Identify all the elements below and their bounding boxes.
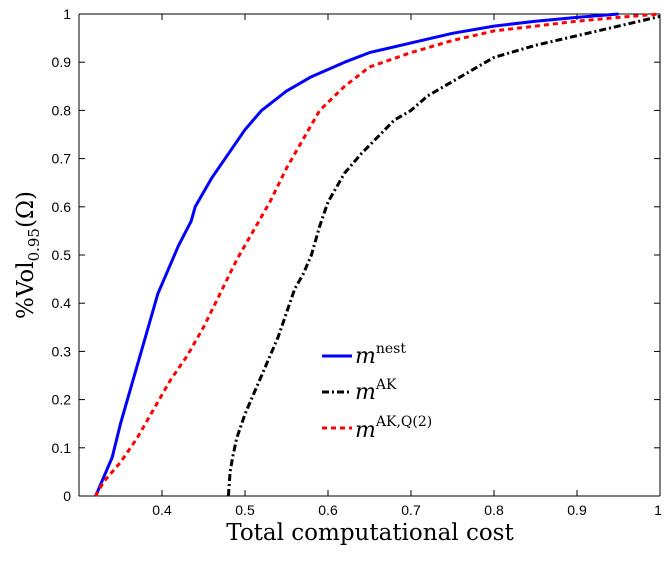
legend-label-nest-sup: nest bbox=[376, 341, 406, 357]
series-layer bbox=[94, 12, 661, 497]
series-line-2 bbox=[226, 14, 661, 497]
x-tick-label: 0.8 bbox=[484, 502, 504, 518]
legend-label-ak-base: m bbox=[355, 380, 376, 405]
legend-label-akq2-sup: AK,Q(2) bbox=[375, 414, 432, 430]
x-tick-label: 0.5 bbox=[235, 502, 255, 518]
y-axis-title-subscript: 0.95 bbox=[25, 228, 43, 261]
series-line-1 bbox=[94, 12, 619, 497]
y-tick-label: 0 bbox=[63, 488, 71, 504]
y-tick-label: 0.1 bbox=[52, 440, 72, 456]
y-axis-title: %Vol0.95(Ω) bbox=[13, 191, 43, 319]
x-tick-label: 0.6 bbox=[318, 502, 338, 518]
y-ticks: 0 0.1 0.2 0.3 0.4 0.5 0.6 0.7 0.8 0.9 1 bbox=[52, 6, 660, 504]
x-axis-title: Total computational cost bbox=[226, 520, 514, 546]
series-line-3 bbox=[94, 12, 661, 497]
x-tick-label: 0.7 bbox=[401, 502, 421, 518]
y-axis-title-suffix: (Ω) bbox=[13, 191, 39, 228]
x-tick-label: 0.4 bbox=[152, 502, 172, 518]
y-tick-label: 0.2 bbox=[52, 392, 72, 408]
legend-label-nest: mnest bbox=[355, 341, 406, 369]
legend-label-akq2: mAK,Q(2) bbox=[355, 414, 432, 443]
y-tick-label: 0.6 bbox=[52, 199, 72, 215]
x-ticks: 0.4 0.5 0.6 0.7 0.8 0.9 1 bbox=[152, 14, 662, 518]
legend-label-ak: mAK bbox=[355, 377, 397, 405]
x-tick-label: 1 bbox=[654, 502, 662, 518]
legend: mnest mAK mAK,Q(2) bbox=[322, 341, 432, 443]
legend-label-nest-base: m bbox=[355, 344, 376, 369]
y-axis-title-prefix: %Vol bbox=[13, 261, 39, 319]
y-tick-label: 0.9 bbox=[52, 54, 72, 70]
legend-label-ak-sup: AK bbox=[375, 377, 397, 393]
y-tick-label: 0.3 bbox=[52, 343, 72, 359]
y-tick-label: 1 bbox=[63, 6, 71, 22]
y-tick-label: 0.7 bbox=[52, 151, 72, 167]
y-tick-label: 0.8 bbox=[52, 102, 72, 118]
legend-label-akq2-base: m bbox=[355, 418, 376, 443]
y-tick-label: 0.4 bbox=[52, 295, 72, 311]
x-tick-label: 0.9 bbox=[567, 502, 587, 518]
plot-area bbox=[78, 13, 661, 497]
y-tick-label: 0.5 bbox=[52, 247, 72, 263]
